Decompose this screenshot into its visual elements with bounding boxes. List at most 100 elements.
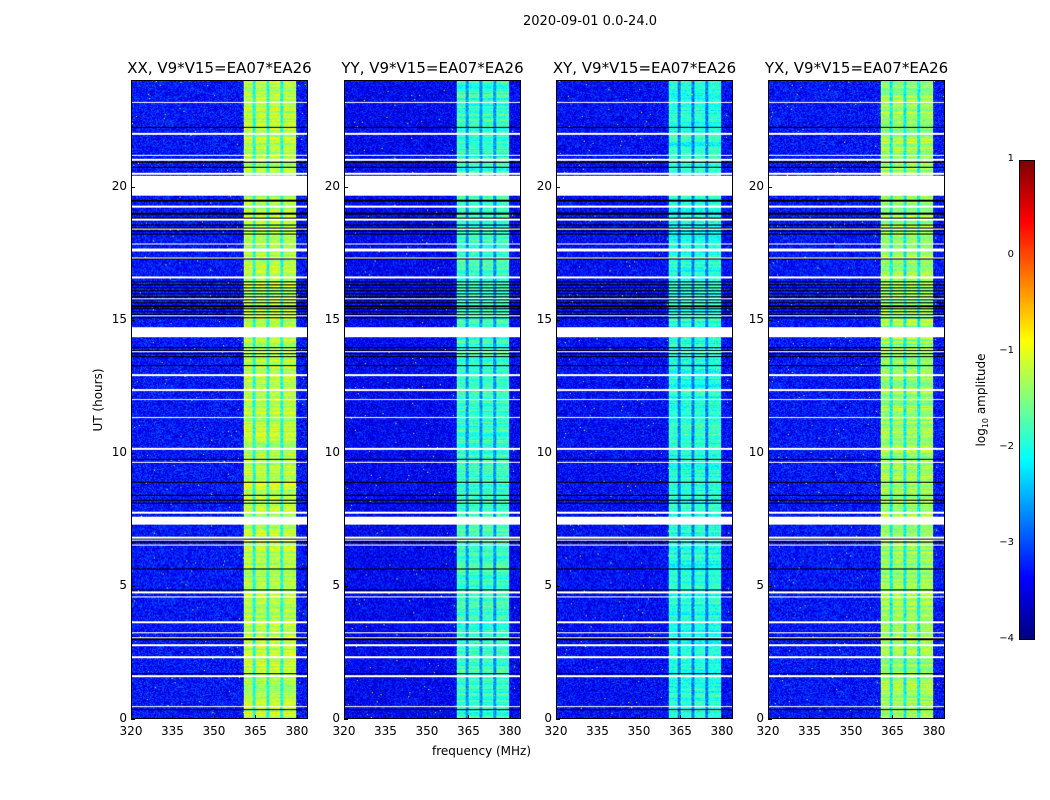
y-tick-mark xyxy=(768,719,772,720)
x-tick-mark xyxy=(172,715,174,719)
x-tick-label: 335 xyxy=(586,724,609,738)
panel-title: XX, V9*V15=EA07*EA26 xyxy=(127,59,312,77)
y-axis-label: UT (hours) xyxy=(91,368,105,432)
colorbar-tick-label: 0 xyxy=(1007,249,1014,260)
colorbar-tick-label: −1 xyxy=(999,345,1014,356)
x-tick-mark xyxy=(721,715,723,719)
x-tick-mark xyxy=(850,715,852,719)
x-tick-mark xyxy=(768,715,769,719)
heatmap-panel xyxy=(344,80,521,719)
colorbar-tick-label: 1 xyxy=(1007,153,1014,164)
y-tick-label: 15 xyxy=(748,311,764,326)
y-tick-label: 0 xyxy=(119,711,127,725)
x-tick-label: 380 xyxy=(922,724,946,738)
x-tick-label: 365 xyxy=(457,724,480,738)
y-tick-label: 15 xyxy=(536,311,552,326)
x-tick-label: 350 xyxy=(839,724,863,738)
x-tick-mark xyxy=(892,715,894,719)
x-tick-label: 365 xyxy=(669,724,692,738)
y-tick-mark xyxy=(768,319,772,321)
x-tick-mark xyxy=(255,715,257,719)
x-tick-label: 335 xyxy=(161,724,184,738)
x-tick-mark xyxy=(468,715,470,719)
heatmap-image xyxy=(345,81,520,718)
x-tick-mark xyxy=(509,715,511,719)
y-tick-mark xyxy=(344,719,348,720)
panel-title: XY, V9*V15=EA07*EA26 xyxy=(552,59,737,77)
x-tick-label: 320 xyxy=(756,724,780,738)
y-tick-label: 10 xyxy=(748,444,764,459)
x-tick-label: 320 xyxy=(332,724,356,738)
y-tick-mark xyxy=(556,452,560,454)
x-tick-label: 365 xyxy=(881,724,904,738)
x-tick-mark xyxy=(809,715,811,719)
x-tick-mark xyxy=(638,715,640,719)
x-tick-label: 365 xyxy=(244,724,267,738)
y-tick-mark xyxy=(556,585,560,587)
y-tick-mark xyxy=(768,186,772,188)
x-tick-label: 335 xyxy=(798,724,821,738)
y-tick-label: 15 xyxy=(111,311,127,326)
heatmap-image xyxy=(557,81,732,718)
heatmap-image xyxy=(769,81,944,718)
y-tick-mark xyxy=(131,319,135,321)
y-tick-label: 20 xyxy=(748,178,764,193)
x-tick-label: 320 xyxy=(544,724,568,738)
colorbar xyxy=(1019,160,1035,640)
heatmap-image xyxy=(132,81,307,718)
x-tick-mark xyxy=(556,715,557,719)
y-tick-label: 5 xyxy=(119,577,127,592)
heatmap-panel xyxy=(131,80,308,719)
y-tick-mark xyxy=(344,186,348,188)
y-tick-mark xyxy=(131,186,135,188)
heatmap-panel xyxy=(556,80,733,719)
y-tick-mark xyxy=(131,585,135,587)
y-tick-label: 10 xyxy=(536,444,552,459)
y-tick-label: 20 xyxy=(536,178,552,193)
y-tick-label: 10 xyxy=(111,444,127,459)
x-tick-label: 320 xyxy=(119,724,143,738)
x-tick-label: 350 xyxy=(202,724,226,738)
y-tick-mark xyxy=(344,452,348,454)
y-tick-label: 0 xyxy=(332,711,340,725)
colorbar-tick-label: −3 xyxy=(999,537,1014,548)
panel-title: YX, V9*V15=EA07*EA26 xyxy=(764,59,949,77)
x-tick-mark xyxy=(933,715,935,719)
y-tick-mark xyxy=(131,719,135,720)
y-tick-label: 0 xyxy=(756,711,764,725)
y-tick-label: 20 xyxy=(111,178,127,193)
y-tick-mark xyxy=(768,452,772,454)
x-tick-label: 350 xyxy=(627,724,651,738)
x-tick-mark xyxy=(597,715,599,719)
y-tick-label: 10 xyxy=(324,444,340,459)
x-tick-label: 335 xyxy=(374,724,397,738)
y-tick-mark xyxy=(344,319,348,321)
x-axis-label: frequency (MHz) xyxy=(432,744,532,758)
y-tick-label: 15 xyxy=(324,311,340,326)
y-tick-label: 0 xyxy=(544,711,552,725)
y-tick-label: 5 xyxy=(544,577,552,592)
y-tick-mark xyxy=(556,186,560,188)
heatmap-panel xyxy=(768,80,945,719)
figure-title: 2020-09-01 0.0-24.0 xyxy=(523,14,657,29)
x-tick-label: 350 xyxy=(415,724,439,738)
x-tick-mark xyxy=(385,715,387,719)
y-tick-label: 20 xyxy=(324,178,340,193)
x-tick-mark xyxy=(344,715,345,719)
x-tick-label: 380 xyxy=(285,724,309,738)
colorbar-tick-label: −4 xyxy=(999,633,1014,644)
colorbar-label: log10 amplitude xyxy=(973,353,991,447)
y-tick-mark xyxy=(344,585,348,587)
y-tick-mark xyxy=(131,452,135,454)
x-tick-label: 380 xyxy=(710,724,734,738)
y-tick-mark xyxy=(556,319,560,321)
y-tick-mark xyxy=(768,585,772,587)
y-tick-mark xyxy=(556,719,560,720)
x-tick-label: 380 xyxy=(498,724,522,738)
x-tick-mark xyxy=(426,715,428,719)
x-tick-mark xyxy=(680,715,682,719)
x-tick-mark xyxy=(213,715,215,719)
colorbar-tick-label: −2 xyxy=(999,441,1014,452)
y-tick-label: 5 xyxy=(332,577,340,592)
